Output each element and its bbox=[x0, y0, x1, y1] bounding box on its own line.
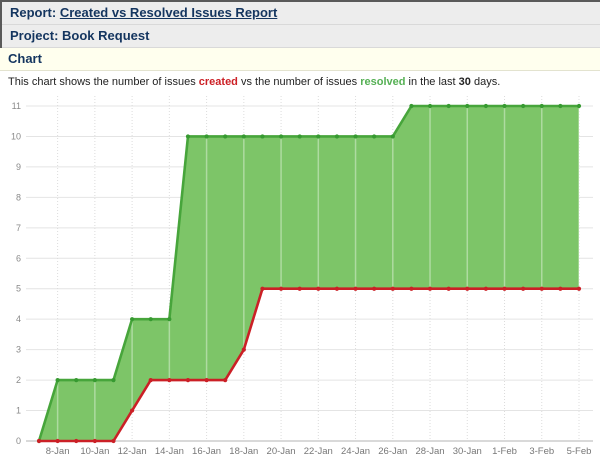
desc-created-word: created bbox=[198, 76, 238, 88]
desc-text-4: days. bbox=[473, 76, 501, 88]
chart-description: This chart shows the number of issues cr… bbox=[0, 71, 600, 93]
created-vs-resolved-chart: 0 1 2 3 4 5 6 7 8 9 10 11 8-Jan 10-Jan 12-Jan 14-Jan 16-… bbox=[0, 92, 600, 460]
svg-text:16-Jan: 16-Jan bbox=[192, 446, 221, 457]
svg-text:1-Feb: 1-Feb bbox=[492, 446, 517, 457]
desc-text-1: This chart shows the number of issues bbox=[8, 76, 196, 88]
svg-text:20-Jan: 20-Jan bbox=[267, 446, 296, 457]
report-header: Report: Created vs Resolved Issues Repor… bbox=[0, 0, 600, 48]
svg-text:9: 9 bbox=[16, 162, 21, 172]
project-value: Book Request bbox=[62, 28, 150, 43]
svg-text:30-Jan: 30-Jan bbox=[453, 446, 482, 457]
svg-text:6: 6 bbox=[16, 253, 21, 263]
svg-text:8-Jan: 8-Jan bbox=[46, 446, 70, 457]
svg-text:1: 1 bbox=[16, 406, 21, 416]
svg-text:10-Jan: 10-Jan bbox=[80, 446, 109, 457]
svg-text:7: 7 bbox=[16, 223, 21, 233]
svg-text:22-Jan: 22-Jan bbox=[304, 446, 333, 457]
svg-text:5: 5 bbox=[16, 284, 21, 294]
chart-svg: 0 1 2 3 4 5 6 7 8 9 10 11 8-Jan 10-Jan 12-Jan 14-Jan 16-… bbox=[11, 96, 593, 457]
project-label: Project: bbox=[10, 28, 59, 43]
section-title: Chart bbox=[8, 51, 42, 66]
desc-resolved-word: resolved bbox=[360, 76, 406, 88]
svg-text:28-Jan: 28-Jan bbox=[416, 446, 445, 457]
report-link[interactable]: Created vs Resolved Issues Report bbox=[59, 5, 278, 20]
chart-section-header: Chart bbox=[0, 48, 600, 71]
svg-text:18-Jan: 18-Jan bbox=[229, 446, 258, 457]
svg-text:2: 2 bbox=[16, 375, 21, 385]
svg-text:26-Jan: 26-Jan bbox=[378, 446, 407, 457]
svg-text:3: 3 bbox=[16, 345, 21, 355]
desc-text-2: vs the number of issues bbox=[240, 76, 358, 88]
desc-days-number: 30 bbox=[458, 76, 471, 88]
svg-text:8: 8 bbox=[16, 192, 21, 202]
report-row: Report: Created vs Resolved Issues Repor… bbox=[2, 2, 600, 25]
report-label: Report: bbox=[10, 5, 57, 20]
desc-text-3: in the last bbox=[408, 76, 456, 88]
svg-text:14-Jan: 14-Jan bbox=[155, 446, 184, 457]
svg-text:11: 11 bbox=[12, 101, 21, 111]
svg-text:0: 0 bbox=[16, 436, 21, 446]
svg-text:5-Feb: 5-Feb bbox=[567, 446, 592, 457]
svg-text:12-Jan: 12-Jan bbox=[118, 446, 147, 457]
svg-text:10: 10 bbox=[11, 131, 21, 141]
svg-text:24-Jan: 24-Jan bbox=[341, 446, 370, 457]
svg-text:3-Feb: 3-Feb bbox=[529, 446, 554, 457]
project-row: Project: Book Request bbox=[2, 25, 600, 48]
svg-text:4: 4 bbox=[16, 314, 21, 324]
